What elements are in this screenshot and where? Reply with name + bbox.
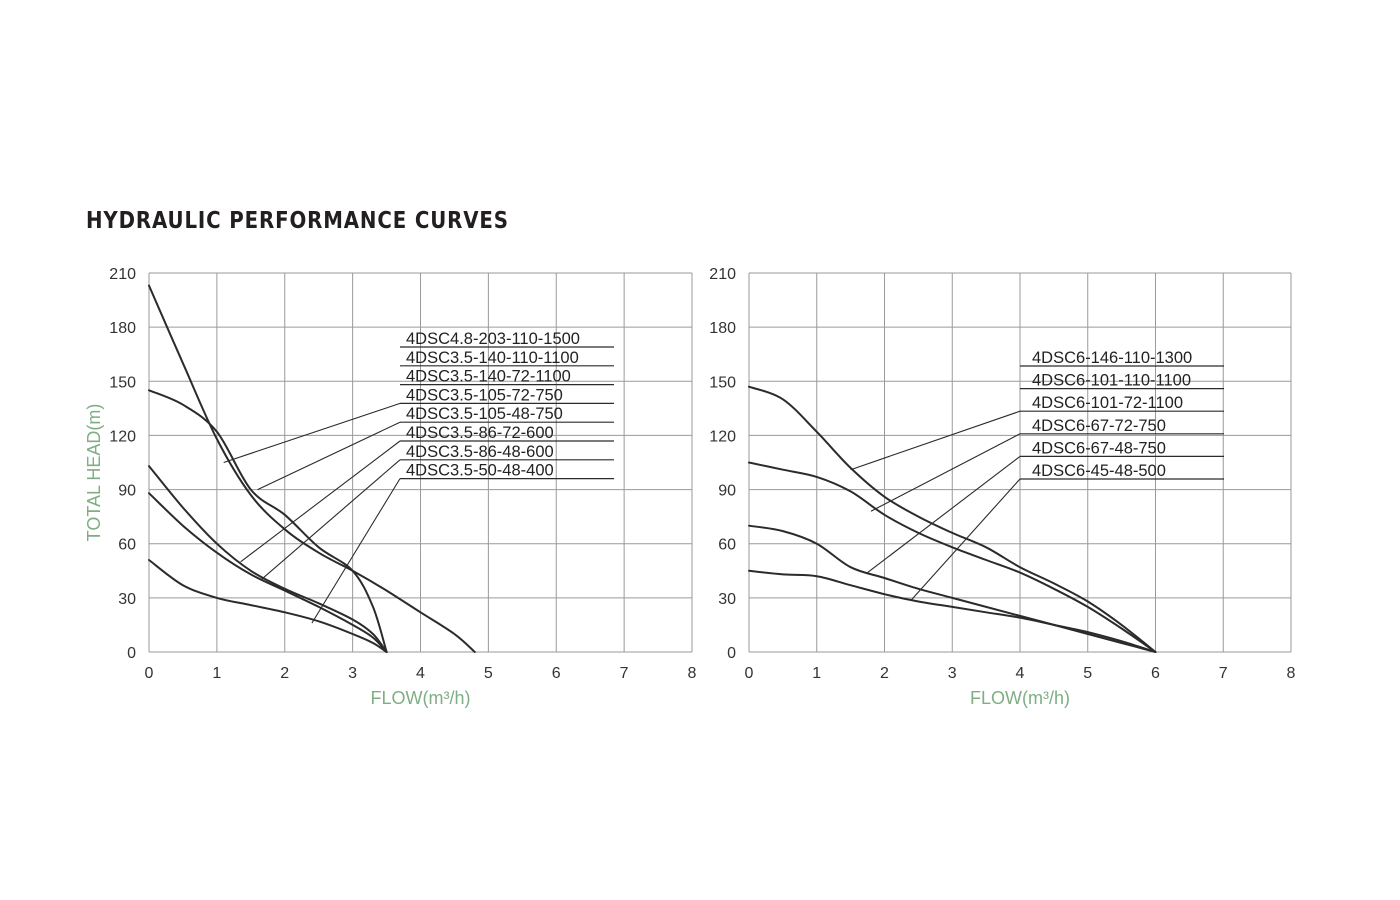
x-tick-label: 0 [145, 665, 154, 682]
legend-label: 4DSC6-67-48-750 [1032, 439, 1166, 457]
page-title: HYDRAULIC PERFORMANCE CURVES [86, 208, 509, 234]
y-tick-label: 90 [718, 483, 736, 500]
series-line [148, 492, 388, 653]
x-tick-label: 6 [552, 665, 561, 682]
legend-label: 4DSC3.5-140-110-1100 [406, 349, 579, 367]
y-tick-label: 150 [709, 374, 736, 391]
y-tick-label: 150 [109, 374, 136, 391]
y-tick-label: 120 [709, 428, 736, 445]
series-line [148, 284, 476, 653]
y-tick-label: 210 [709, 266, 736, 283]
x-tick-label: 1 [812, 665, 821, 682]
leader-line [240, 440, 401, 563]
x-tick-label: 7 [1219, 665, 1228, 682]
x-tick-label: 8 [688, 665, 697, 682]
legend-label: 4DSC3.5-105-72-750 [406, 386, 563, 404]
x-tick-label: 0 [745, 665, 754, 682]
x-tick-label: 4 [1016, 665, 1025, 682]
series-line [748, 569, 1157, 653]
leader-line [850, 410, 1021, 471]
x-tick-label: 8 [1287, 665, 1296, 682]
y-tick-label: 120 [109, 428, 136, 445]
legend-label: 4DSC3.5-50-48-400 [406, 462, 554, 480]
leader-line [867, 455, 1021, 574]
series-line [748, 524, 1157, 653]
leader-line [911, 478, 1021, 601]
legend-label: 4DSC3.5-86-72-600 [406, 424, 554, 442]
leader-line [257, 421, 401, 491]
x-tick-label: 1 [212, 665, 221, 682]
x-tick-label: 5 [1083, 665, 1092, 682]
y-tick-label: 210 [109, 266, 136, 283]
legend-label: 4DSC6-101-72-1100 [1032, 394, 1183, 412]
x-tick-label: 2 [880, 665, 889, 682]
y-tick-label: 60 [118, 537, 136, 554]
x-tick-label: 5 [484, 665, 493, 682]
legend-label: 4DSC6-67-72-750 [1032, 417, 1166, 435]
chart-2: 0 1 2 3 4 5 6 7 8 0 30 60 90 120 150 180 210 FLOW(m³/h) 4D… [709, 266, 1295, 708]
legend-label: 4DSC3.5-105-48-750 [406, 405, 563, 423]
leader-line [260, 459, 401, 581]
x-tick-label: 3 [948, 665, 957, 682]
series-line [148, 559, 388, 653]
legend-label: 4DSC6-101-110-1100 [1032, 372, 1191, 390]
y-tick-label: 180 [109, 320, 136, 337]
x-tick-label: 4 [416, 665, 425, 682]
y-tick-label: 90 [118, 483, 136, 500]
x-axis-title: FLOW(m³/h) [970, 688, 1070, 708]
y-tick-label: 30 [718, 591, 736, 608]
leader-line [223, 402, 401, 464]
legend-label: 4DSC3.5-140-72-1100 [406, 368, 571, 386]
legend-label: 4DSC3.5-86-48-600 [406, 443, 554, 461]
y-tick-label: 0 [127, 645, 136, 662]
y-tick-label: 60 [718, 537, 736, 554]
legend-label: 4DSC6-45-48-500 [1032, 462, 1166, 480]
legend-label: 4DSC6-146-110-1300 [1032, 349, 1192, 367]
legend-label: 4DSC4.8-203-110-1500 [406, 330, 580, 348]
series-line [748, 461, 1157, 653]
series-line [148, 465, 388, 653]
y-tick-label: 0 [727, 645, 736, 662]
leader-line [870, 433, 1021, 512]
series-line [748, 385, 1157, 653]
y-axis-title: TOTAL HEAD(m) [84, 404, 104, 542]
y-tick-label: 30 [118, 591, 136, 608]
leader-line [311, 478, 401, 624]
x-axis-title: FLOW(m³/h) [371, 688, 471, 708]
x-tick-label: 6 [1151, 665, 1160, 682]
series-line [148, 389, 388, 653]
x-tick-label: 7 [620, 665, 629, 682]
x-tick-label: 2 [280, 665, 289, 682]
x-tick-label: 3 [348, 665, 357, 682]
chart-1: 0 1 2 3 4 5 6 7 8 0 30 60 90 120 150 180 210 FLOW(m³/h) TO… [84, 266, 697, 708]
y-tick-label: 180 [709, 320, 736, 337]
